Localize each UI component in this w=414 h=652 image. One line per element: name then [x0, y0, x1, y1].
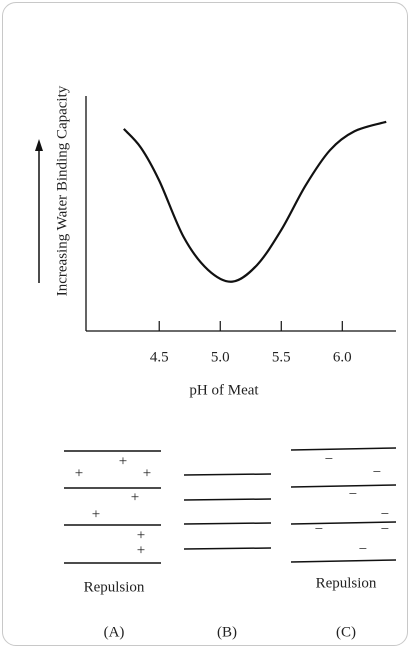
charge-sign: +	[92, 506, 100, 522]
charge-sign: +	[131, 489, 139, 505]
panel-caption: Repulsion	[84, 579, 145, 595]
y-axis-label: Increasing Water Binding Capacity	[54, 85, 70, 296]
curve	[123, 120, 387, 283]
charge-sign: −	[349, 486, 357, 502]
x-tick-label: 4.5	[150, 349, 169, 365]
charge-sign: +	[137, 527, 145, 543]
charge-sign: −	[373, 464, 381, 480]
panel-label: (B)	[217, 624, 237, 640]
x-tick-label: 5.0	[211, 349, 230, 365]
arrow-head	[35, 139, 43, 151]
charge-sign: −	[359, 541, 367, 557]
x-tick-label: 6.0	[333, 349, 352, 365]
charge-sign: −	[315, 521, 323, 537]
figure-card: Increasing Water Binding Capacity pH of …	[2, 2, 408, 646]
charge-sign: −	[381, 521, 389, 537]
panel-label: (A)	[104, 624, 125, 640]
x-tick-label: 5.5	[272, 349, 291, 365]
charge-sign: −	[325, 451, 333, 467]
panel-label: (C)	[336, 624, 356, 640]
x-axis-label: pH of Meat	[189, 382, 259, 398]
layer-lines	[64, 447, 397, 564]
charge-sign: +	[143, 465, 151, 481]
panel-caption: Repulsion	[316, 575, 377, 591]
charge-sign: +	[75, 465, 83, 481]
figure: Increasing Water Binding Capacity pH of …	[35, 85, 397, 640]
charge-sign: +	[137, 542, 145, 558]
charge-sign: −	[381, 506, 389, 522]
charge-sign: +	[119, 453, 127, 469]
